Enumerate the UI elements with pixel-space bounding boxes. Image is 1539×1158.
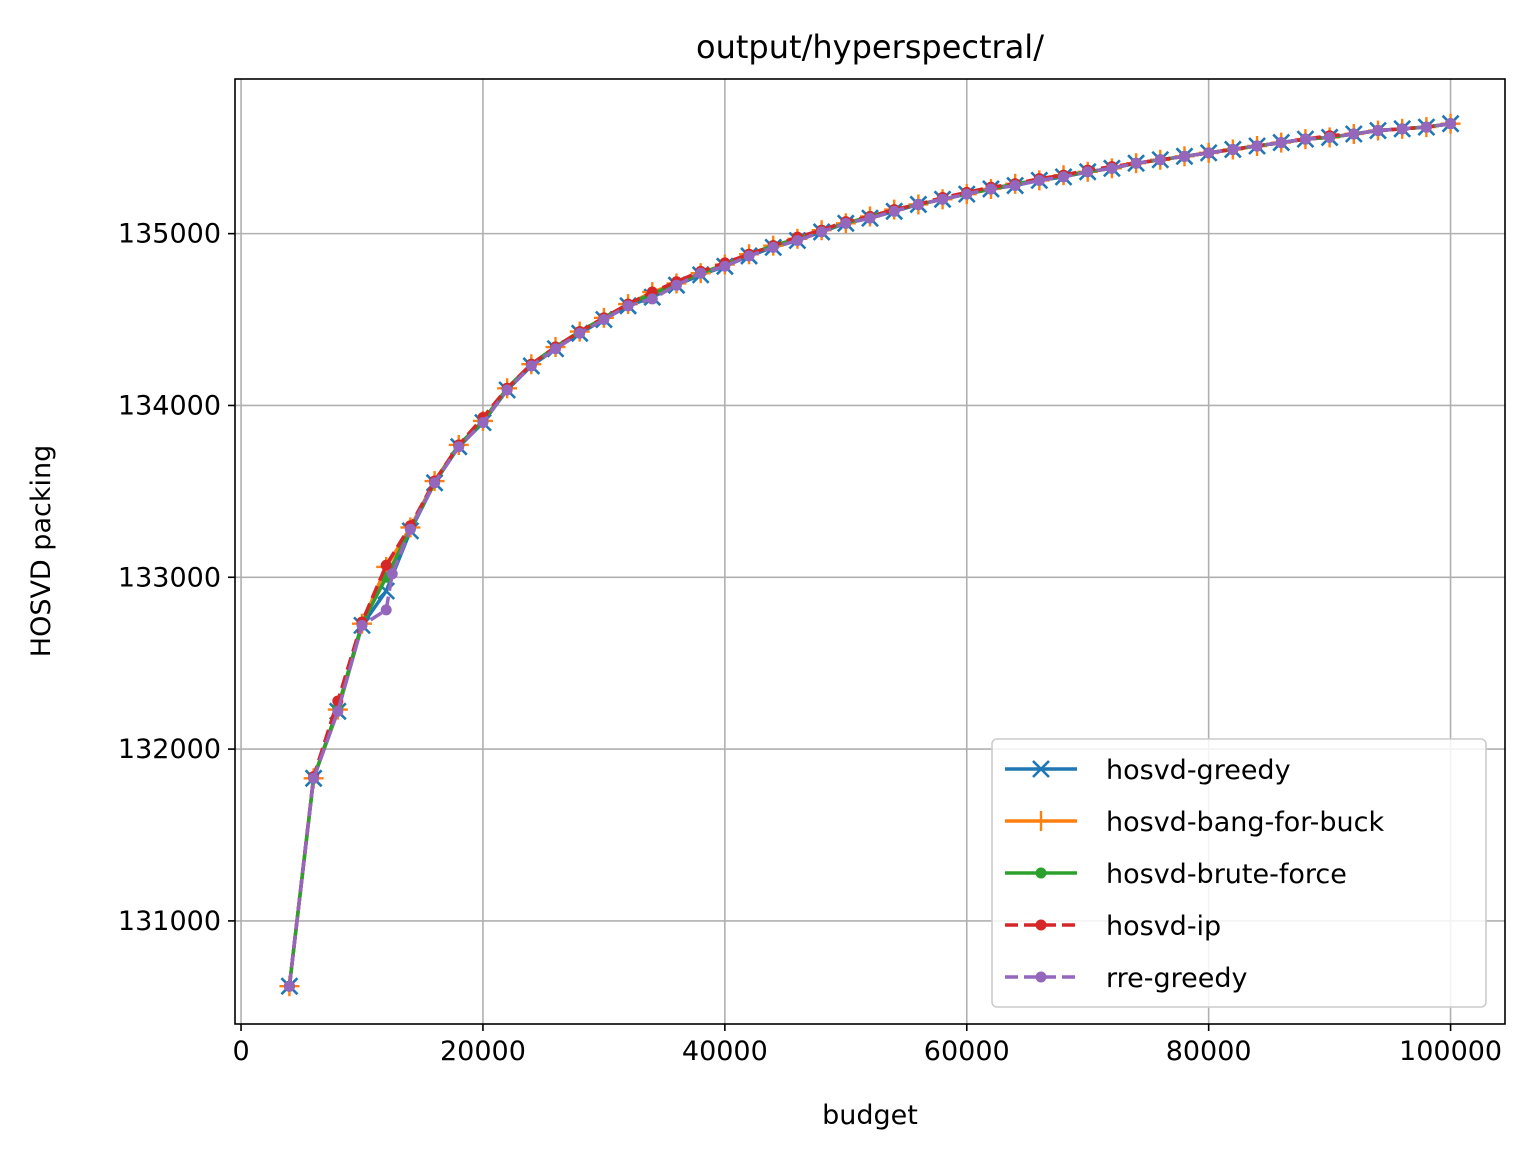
data-point [1009,180,1021,192]
legend-box [991,738,1487,1008]
data-point [1299,133,1311,145]
data-point [477,417,489,429]
data-point [1203,147,1215,159]
x-tick-label: 40000 [682,1036,768,1067]
data-point [332,705,344,717]
data-point [1396,123,1408,135]
data-point [743,250,755,262]
legend-marker [1035,971,1047,983]
data-point [1178,150,1190,162]
legend-label: rre-greedy [1106,963,1247,994]
data-point [574,327,586,339]
legend: hosvd-greedy hosvd-bang-for-buck hosvd-bru… [991,738,1487,1008]
data-point [695,267,707,279]
legend-marker [1032,760,1050,778]
y-tick-label: 131000 [118,906,221,937]
x-tick-label: 80000 [1166,1036,1252,1067]
data-point [840,217,852,229]
data-point [525,360,537,372]
data-point [1348,128,1360,140]
data-point [912,198,924,210]
legend-label: hosvd-ip [1106,911,1221,942]
data-point [1251,140,1263,152]
data-point [283,980,295,992]
x-tick-label: 100000 [1399,1036,1502,1067]
data-point [670,279,682,291]
data-point [816,226,828,238]
data-point [429,477,441,489]
y-axis-label: HOSVD packing [26,445,57,657]
data-point [550,343,562,355]
data-point [380,604,392,616]
legend-item: hosvd-ip [1005,911,1221,942]
data-point [308,772,320,784]
x-tick-label: 0 [232,1036,249,1067]
data-point [356,619,368,631]
series-rre-greedy [283,118,1457,992]
data-point [386,568,398,580]
plot-frame [234,78,1506,1025]
legend-label: hosvd-brute-force [1106,859,1347,890]
data-point [1130,157,1142,169]
data-point [1324,131,1336,143]
data-point [622,300,634,312]
data-point [646,293,658,305]
data-point [1154,154,1166,166]
data-point [1372,125,1384,137]
series-layer [279,113,1461,997]
data-point [1106,162,1118,174]
y-tick-label: 135000 [118,219,221,250]
data-point [1275,137,1287,149]
data-point [985,183,997,195]
legend-item: hosvd-greedy [1005,755,1291,786]
legend-item: hosvd-bang-for-buck [1005,807,1384,838]
data-point [380,559,392,571]
legend-label: hosvd-greedy [1106,755,1291,786]
legend-item: hosvd-brute-force [1005,859,1347,890]
x-axis-label: budget [822,1100,918,1131]
data-point [501,384,513,396]
data-point [791,235,803,247]
data-point [404,523,416,535]
x-tick-label: 60000 [924,1036,1010,1067]
legend-item: rre-greedy [1005,963,1247,994]
data-point [1082,166,1094,178]
data-point [453,441,465,453]
y-tick-label: 134000 [118,390,221,421]
chart-title: output/hyperspectral/ [696,28,1044,66]
data-point [888,205,900,217]
data-point [1420,121,1432,133]
data-point [1445,118,1457,130]
legend-label: hosvd-bang-for-buck [1106,807,1384,838]
legend-marker [1035,867,1047,879]
data-point [864,212,876,224]
data-point [1033,174,1045,186]
y-tick-label: 133000 [118,562,221,593]
data-point [719,260,731,272]
data-point [598,314,610,326]
legend-marker [1031,811,1051,831]
legend-marker [1035,919,1047,931]
data-point [1058,171,1070,183]
data-point [1227,143,1239,155]
data-point [937,193,949,205]
x-tick-label: 20000 [440,1036,526,1067]
grid-lines [235,79,1505,1024]
y-tick-label: 132000 [118,734,221,765]
axis-ticks: 0 20000 40000 60000 80000 100000 131000 132000 1… [118,219,1502,1067]
data-point [767,241,779,253]
data-point [961,188,973,200]
